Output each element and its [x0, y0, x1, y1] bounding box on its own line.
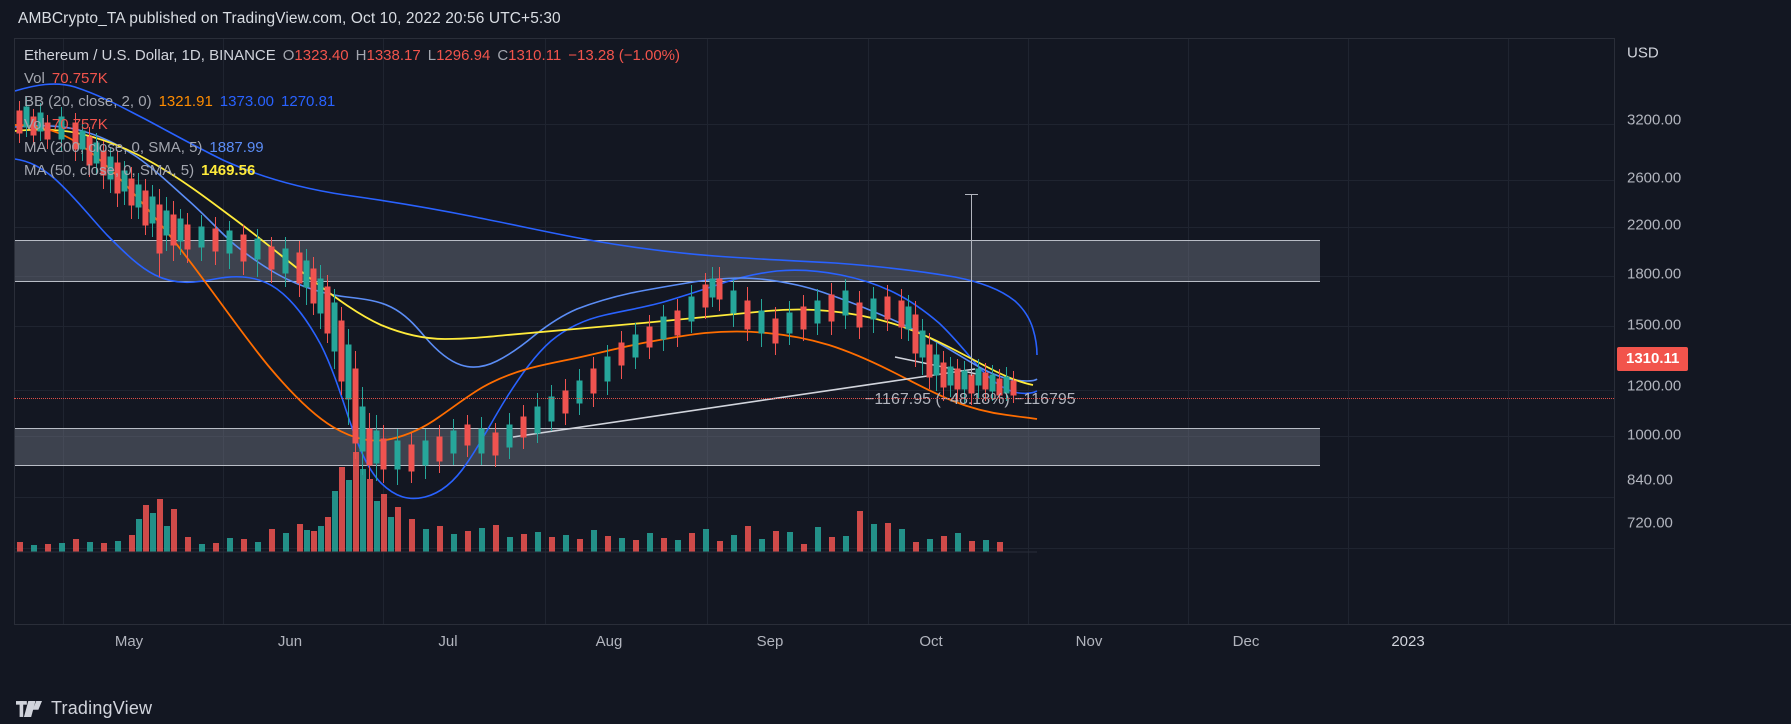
tradingview-wordmark: TradingView — [51, 698, 153, 718]
ma50-line — [15, 124, 1038, 442]
chart-plot-area[interactable] — [14, 38, 1614, 624]
time-tick: May — [114, 633, 144, 650]
price-axis-unit: USD — [1627, 44, 1659, 62]
price-tick: 2200.00 — [1627, 216, 1682, 234]
ma200-line — [15, 128, 1034, 386]
price-tick: 2600.00 — [1627, 169, 1682, 187]
support-zone-lower — [15, 428, 1320, 466]
price-tick: 720.00 — [1627, 514, 1673, 532]
grid-line-horizontal — [15, 436, 1614, 437]
grid-line-horizontal — [15, 227, 1614, 228]
grid-line-horizontal — [15, 124, 1614, 125]
time-tick: Sep — [756, 633, 784, 650]
attribution-text: AMBCrypto_TA published on TradingView.co… — [18, 10, 561, 27]
time-tick: Oct — [919, 633, 943, 650]
candlestick-series — [16, 97, 1017, 485]
volume-histogram — [17, 452, 1003, 552]
grid-line-vertical — [383, 39, 384, 624]
measure-tool-cap-top — [965, 194, 978, 195]
measure-tool-bar — [971, 194, 972, 376]
price-tick: 1200.00 — [1627, 377, 1682, 395]
price-tick: 3200.00 — [1627, 111, 1682, 129]
tradingview-mark-icon — [16, 700, 42, 717]
price-tick: 840.00 — [1627, 471, 1673, 489]
grid-line-vertical — [223, 39, 224, 624]
trendline-support — [512, 368, 976, 438]
grid-line-vertical — [63, 39, 64, 624]
grid-line-horizontal — [15, 326, 1614, 327]
time-tick: Jul — [438, 633, 458, 650]
grid-line-horizontal — [15, 548, 1614, 549]
tradingview-logo[interactable]: TradingView — [16, 698, 152, 719]
grid-line-vertical — [1508, 39, 1509, 624]
grid-line-vertical — [1348, 39, 1349, 624]
price-tick: 1000.00 — [1627, 426, 1682, 444]
bb-basis-line — [15, 124, 1038, 382]
current-price-badge[interactable]: 1310.11 — [1617, 347, 1689, 371]
time-tick: Dec — [1232, 633, 1260, 650]
grid-line-horizontal — [15, 390, 1614, 391]
grid-line-vertical — [707, 39, 708, 624]
grid-line-vertical — [1028, 39, 1029, 624]
price-axis[interactable]: USD 3200.00 2600.00 2200.00 1800.00 1500… — [1614, 38, 1791, 624]
time-axis[interactable]: May Jun Jul Aug Sep Oct Nov Dec 2023 — [14, 624, 1791, 656]
time-tick-year: 2023 — [1391, 633, 1425, 650]
time-tick: Aug — [595, 633, 623, 650]
grid-line-vertical — [868, 39, 869, 624]
price-tick: 1500.00 — [1627, 316, 1682, 334]
time-tick: Nov — [1075, 633, 1103, 650]
bb-lower-band-line — [15, 158, 1038, 500]
grid-line-horizontal — [15, 180, 1614, 181]
grid-line-horizontal — [15, 276, 1614, 277]
current-price-line — [14, 398, 1614, 399]
price-series-overlay — [15, 83, 1038, 553]
bb-upper-band-line — [15, 83, 1038, 356]
price-tick: 1800.00 — [1627, 265, 1682, 283]
grid-line-horizontal — [15, 497, 1614, 498]
grid-line-vertical — [1188, 39, 1189, 624]
time-tick: Jun — [277, 633, 303, 650]
measurement-annotation: −1167.95 (−48.18%) −116795 — [865, 391, 1076, 408]
